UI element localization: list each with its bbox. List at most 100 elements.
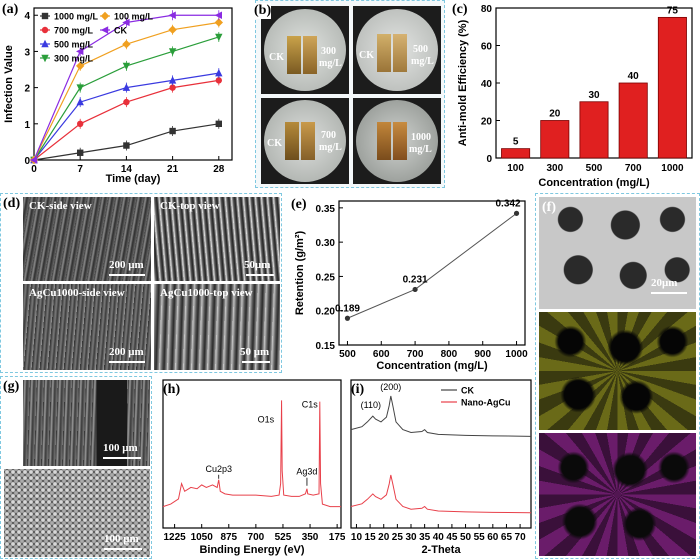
y-tick-label: 60 — [481, 42, 493, 53]
legend-label: 700 mg/L — [54, 26, 94, 36]
x-axis-label: Concentration (mg/L) — [376, 360, 488, 372]
data-point — [214, 18, 223, 27]
data-point — [168, 76, 177, 84]
x-tick-label: 65 — [501, 532, 513, 543]
x-tick-label: 15 — [365, 532, 377, 543]
x-tick-label: 700 — [248, 532, 265, 543]
dish-label-ck: CK — [267, 138, 282, 149]
scale-label: 100 μm — [103, 442, 138, 454]
bar-value-label: 5 — [513, 137, 519, 148]
panel-e-label: (e) — [291, 197, 307, 212]
panel-f: (f) 20μm — [535, 193, 700, 559]
x-tick-label: 30 — [405, 532, 417, 543]
x-tick-label: 50 — [460, 532, 472, 543]
y-axis-label: Infection Value — [3, 45, 15, 123]
data-point — [215, 68, 223, 77]
data-point — [215, 33, 223, 42]
scale-bar — [242, 361, 270, 363]
x-tick-label: 300 — [546, 163, 563, 174]
data-point — [168, 25, 177, 34]
dish-label-ck: CK — [359, 50, 374, 61]
plot-frame — [33, 7, 233, 161]
panel-d: (d) CK-side view 200 μm CK-top view 50μm… — [0, 193, 282, 373]
data-point — [77, 149, 84, 156]
legend-marker — [41, 26, 49, 34]
x-tick-label: 1050 — [191, 532, 214, 543]
bar — [579, 101, 609, 159]
y-axis-label: Retention (g/m²) — [294, 231, 306, 316]
x-tick-label: 40 — [433, 532, 445, 543]
panel-d-label: (d) — [3, 196, 21, 212]
xrd-agcu-line — [350, 474, 532, 514]
sem-cross-section: 20μm — [539, 197, 696, 309]
y-tick-label: 2 — [24, 84, 30, 95]
data-point — [76, 84, 84, 92]
legend-marker — [100, 26, 109, 34]
x-tick-label: 875 — [220, 532, 237, 543]
data-point — [215, 120, 222, 128]
data-point — [77, 120, 84, 128]
x-tick-label: 700 — [407, 349, 424, 360]
y-tick-label: 1 — [24, 120, 30, 131]
y-tick-label: 20 — [481, 117, 493, 128]
data-label: 0.189 — [335, 303, 360, 314]
data-point — [344, 315, 351, 321]
scale-bar — [109, 361, 145, 363]
x-axis-label: Binding Energy (eV) — [199, 544, 304, 556]
panel-b: (b) CK 300 mg/L CK 500 mg/L CK 700 mg/L … — [254, 0, 445, 188]
plot-frame — [338, 200, 526, 346]
y-tick-label: 0 — [486, 154, 492, 165]
scale-label: 200 μm — [109, 259, 144, 271]
scale-label: 200 μm — [109, 346, 144, 358]
peak-label: Ag3d — [296, 467, 317, 477]
panel-g-label: (g) — [3, 379, 20, 395]
sem-agcu-top: AgCu1000-top view 50 μm — [154, 284, 280, 370]
panel-c: (c) 0 20 40 60 80 5 100 20 300 30 500 40 700 75 1000 Co… — [450, 0, 700, 190]
legend-label: CK — [461, 386, 474, 396]
peak-label: C1s — [302, 400, 319, 410]
panel-a-label: (a) — [2, 2, 19, 17]
data-point — [29, 156, 38, 164]
data-point — [122, 18, 130, 27]
legend-label: 1000 mg/L — [54, 12, 99, 22]
y-tick-label: 3 — [24, 47, 30, 58]
x-tick-label: 500 — [586, 163, 603, 174]
scale-bar — [104, 548, 142, 550]
bar — [657, 16, 687, 159]
data-point — [122, 83, 131, 91]
data-point — [168, 11, 176, 19]
data-label: 0.342 — [496, 198, 521, 209]
x-tick-label: 45 — [446, 532, 458, 543]
x-tick-label: 55 — [474, 532, 486, 543]
panel-g: (g) 100 μm 100 μm — [0, 376, 152, 559]
scale-bar — [651, 292, 687, 294]
x-tick-label: 100 — [507, 163, 524, 174]
data-point — [76, 61, 85, 71]
y-tick-label: 0 — [24, 156, 30, 167]
panel-f-label: (f) — [542, 200, 556, 215]
sem-caption: AgCu1000-side view — [29, 287, 125, 299]
peak-label: (200) — [380, 382, 401, 392]
legend-label: 100 mg/L — [114, 12, 154, 22]
panel-b-label: (b) — [254, 3, 272, 19]
sem-caption: CK-side view — [29, 200, 92, 212]
dish-label-unit: mg/L — [411, 56, 434, 67]
data-point — [215, 77, 222, 84]
scale-bar — [246, 274, 274, 276]
scale-label: 50μm — [244, 259, 271, 271]
y-tick-label: 80 — [481, 4, 493, 15]
x-tick-label: 800 — [441, 349, 458, 360]
sem-caption: CK-top view — [160, 200, 220, 212]
data-point — [76, 97, 84, 106]
bar-value-label: 75 — [667, 5, 679, 16]
data-point — [122, 39, 131, 49]
dish-label-unit: mg/L — [319, 142, 342, 153]
x-tick-label: 35 — [419, 532, 431, 543]
x-tick-label: 1225 — [163, 532, 186, 543]
y-tick-label: 0.15 — [316, 341, 336, 352]
panel-h: (h) 1225 1050 875 700 525 350 175 O1s C1s Cu2p3 Ag… — [155, 376, 345, 559]
data-point — [412, 286, 418, 293]
xps-chart: 1225 1050 875 700 525 350 175 O1s C1s Cu2p3 Ag3d Bi… — [162, 379, 345, 556]
data-point — [76, 47, 84, 56]
data-point — [123, 142, 130, 149]
